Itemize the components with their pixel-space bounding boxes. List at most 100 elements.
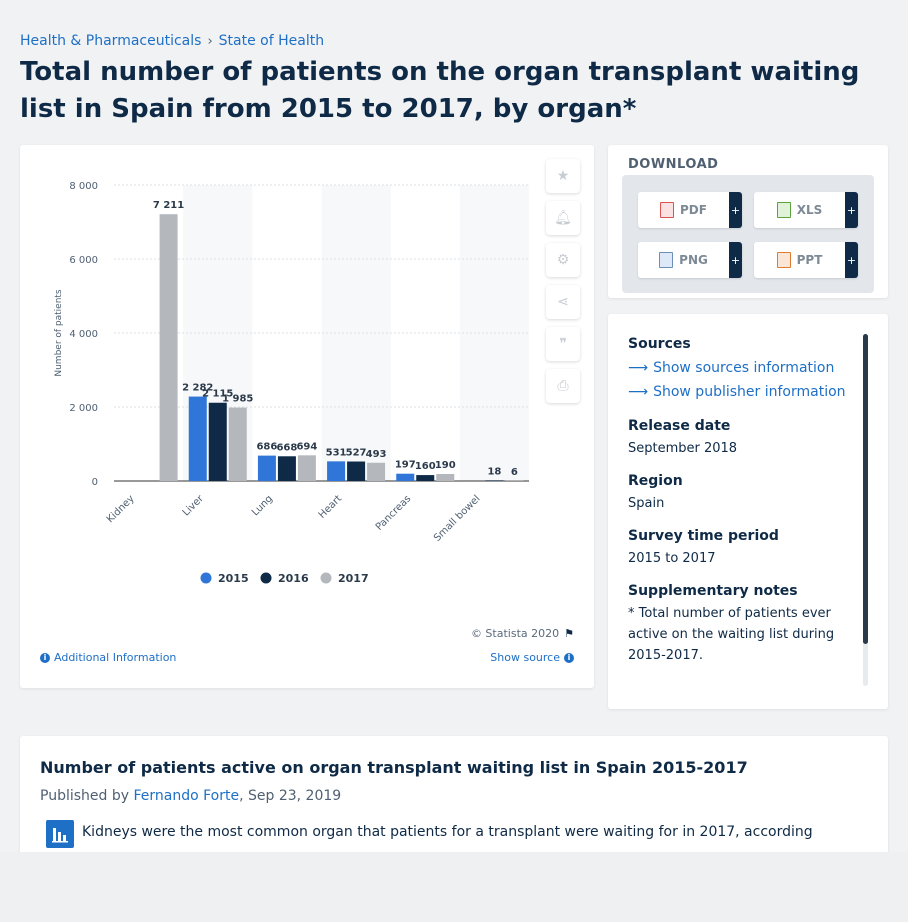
region-heading: Region xyxy=(628,473,683,489)
download-card: DOWNLOAD PDF + XLS + PNG + PPT + xyxy=(608,145,888,298)
info-content: Sources ⟶ Show sources information ⟶ Show … xyxy=(628,336,860,680)
supplementary-notes-heading: Supplementary notes xyxy=(628,583,798,599)
data-label: 527 xyxy=(346,448,367,459)
pdf-label: PDF xyxy=(680,203,707,217)
data-label: 493 xyxy=(366,449,387,460)
bar-2015 xyxy=(257,455,276,481)
data-label: 2 282 xyxy=(182,383,213,394)
publish-date: , Sep 23, 2019 xyxy=(239,788,342,804)
show-publisher-label: Show publisher information xyxy=(653,384,846,400)
release-date-heading: Release date xyxy=(628,418,731,434)
download-png-button[interactable]: PNG + xyxy=(638,242,742,278)
download-heading: DOWNLOAD xyxy=(628,157,719,172)
additional-information-link[interactable]: i Additional Information xyxy=(40,651,176,664)
png-plus-icon: + xyxy=(729,242,742,278)
data-label: 190 xyxy=(435,460,456,471)
y-tick-label: 0 xyxy=(92,477,98,488)
data-label: 531 xyxy=(326,447,347,458)
gear-icon: ⚙ xyxy=(556,252,570,268)
data-label: 2 115 xyxy=(202,389,233,400)
author-link[interactable]: Fernando Forte xyxy=(133,788,240,804)
x-tick-label: Small bowel xyxy=(432,493,483,544)
quote-icon: ❞ xyxy=(559,336,567,352)
data-label: 1 985 xyxy=(222,394,253,405)
breadcrumb-separator: › xyxy=(207,33,213,49)
breadcrumb-health[interactable]: Health & Pharmaceuticals xyxy=(20,33,202,49)
download-pdf-button[interactable]: PDF + xyxy=(638,192,742,228)
bottom-bar xyxy=(0,852,908,922)
x-tick-label: Kidney xyxy=(105,493,137,525)
chart-toolbar: ★ 🔔︎ ⚙ ⋖ ❞ ⎙ xyxy=(546,159,580,403)
png-label: PNG xyxy=(679,253,708,267)
show-sources-link[interactable]: ⟶ Show sources information xyxy=(628,356,860,380)
legend-entry: 2016 xyxy=(278,572,309,585)
legend-marker xyxy=(200,572,212,584)
share-button[interactable]: ⋖ xyxy=(546,285,580,319)
article-text: Kidneys were the most common organ that … xyxy=(82,824,813,840)
bar-2017 xyxy=(297,455,316,481)
printer-icon: ⎙ xyxy=(557,378,569,394)
legend-entry: 2015 xyxy=(218,572,249,585)
bar-2016 xyxy=(416,475,435,481)
data-label: 686 xyxy=(256,442,277,453)
info-icon: i xyxy=(40,652,50,663)
x-tick-label: Heart xyxy=(317,493,345,521)
region-value: Spain xyxy=(628,496,665,511)
show-publisher-link[interactable]: ⟶ Show publisher information xyxy=(628,380,860,404)
article-meta: Published by Fernando Forte, Sep 23, 201… xyxy=(40,788,341,804)
data-label: 668 xyxy=(276,442,297,453)
star-icon: ★ xyxy=(556,168,570,184)
bar-chart-icon xyxy=(46,820,74,848)
bell-icon: 🔔︎ xyxy=(554,210,572,226)
png-file-icon xyxy=(659,252,674,268)
print-button[interactable]: ⎙ xyxy=(546,369,580,403)
arrow-right-icon: ⟶ xyxy=(628,360,649,376)
bar-2016 xyxy=(277,456,296,481)
xls-file-icon xyxy=(776,202,791,218)
bar-2017 xyxy=(159,214,178,481)
download-xls-button[interactable]: XLS + xyxy=(754,192,858,228)
info-scrollbar[interactable] xyxy=(863,334,868,686)
legend-marker xyxy=(260,572,272,584)
cite-button[interactable]: ❞ xyxy=(546,327,580,361)
bar-2016 xyxy=(208,402,227,481)
legend-marker xyxy=(320,572,332,584)
data-label: 18 xyxy=(487,466,501,477)
published-by-label: Published by xyxy=(40,788,130,804)
settings-button[interactable]: ⚙ xyxy=(546,243,580,277)
share-icon: ⋖ xyxy=(557,294,569,310)
bar-2017 xyxy=(367,462,386,481)
data-label: 7 211 xyxy=(153,200,184,211)
breadcrumb-state-of-health[interactable]: State of Health xyxy=(218,33,325,49)
release-date-value: September 2018 xyxy=(628,441,738,456)
xls-plus-icon: + xyxy=(845,192,858,228)
info-card: Sources ⟶ Show sources information ⟶ Show … xyxy=(608,314,888,709)
favorite-button[interactable]: ★ xyxy=(546,159,580,193)
ppt-plus-icon: + xyxy=(845,242,858,278)
y-tick-label: 8 000 xyxy=(69,181,98,192)
y-axis-label: Number of patients xyxy=(54,289,64,377)
bar-2017 xyxy=(228,407,247,481)
bar-2015 xyxy=(327,461,346,481)
additional-information-label: Additional Information xyxy=(54,651,177,664)
bar-2016 xyxy=(347,461,366,481)
download-ppt-button[interactable]: PPT + xyxy=(754,242,858,278)
info-icon: i xyxy=(564,652,574,663)
show-sources-label: Show sources information xyxy=(653,360,835,376)
download-panel: PDF + XLS + PNG + PPT + xyxy=(622,175,874,293)
flag-icon[interactable]: ⚑ xyxy=(564,627,574,640)
scrollbar-thumb[interactable] xyxy=(863,334,868,644)
notification-button[interactable]: 🔔︎ xyxy=(546,201,580,235)
show-source-link[interactable]: Show source i xyxy=(490,651,574,664)
x-tick-label: Lung xyxy=(250,493,275,518)
survey-period-heading: Survey time period xyxy=(628,528,779,544)
data-label: 6 xyxy=(511,467,518,478)
y-tick-label: 4 000 xyxy=(69,329,98,340)
pdf-file-icon xyxy=(660,202,675,218)
data-label: 197 xyxy=(395,460,416,471)
bar-2016 xyxy=(485,480,504,481)
arrow-right-icon: ⟶ xyxy=(628,384,649,400)
chart-card: 0 2 000 4 000 6 000 8 000 Number of patients 7… xyxy=(20,145,594,688)
article-title: Number of patients active on organ trans… xyxy=(40,758,748,777)
copyright: © Statista 2020 ⚑ xyxy=(471,627,574,640)
